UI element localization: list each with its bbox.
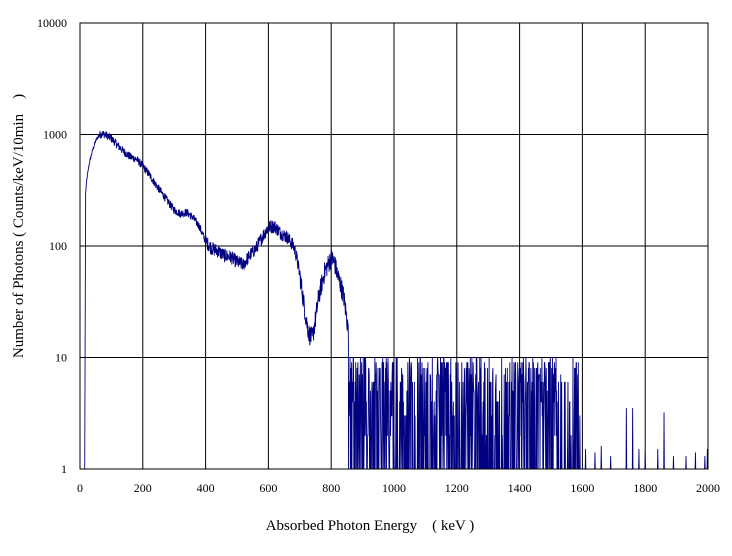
x-tick-label: 600	[259, 481, 277, 495]
x-tick-label: 1000	[382, 481, 406, 495]
y-tick-label: 10000	[37, 16, 67, 30]
y-tick-label: 10	[55, 351, 67, 365]
plot-frame	[79, 22, 709, 470]
x-tick-label: 2000	[696, 481, 720, 495]
y-tick-label: 1	[61, 462, 67, 476]
y-axis-title: Number of Photons ( Counts/keV/10min )	[11, 94, 27, 358]
x-axis-title: Absorbed Photon Energy ( keV )	[266, 518, 475, 534]
x-tick-label: 400	[197, 481, 215, 495]
y-tick-label: 1000	[43, 128, 67, 142]
x-tick-label: 0	[77, 481, 83, 495]
x-tick-label: 1600	[570, 481, 594, 495]
x-tick-label: 200	[134, 481, 152, 495]
x-tick-label: 800	[322, 481, 340, 495]
y-tick-labels: 1 10 100 1000 10000	[37, 16, 67, 476]
x-tick-labels: 0 200 400 600 800 1000 1200 1400 1600 1800 2000	[77, 481, 720, 495]
x-tick-label: 1400	[508, 481, 532, 495]
y-tick-label: 100	[49, 239, 67, 253]
x-tick-label: 1800	[633, 481, 657, 495]
x-tick-label: 1200	[445, 481, 469, 495]
